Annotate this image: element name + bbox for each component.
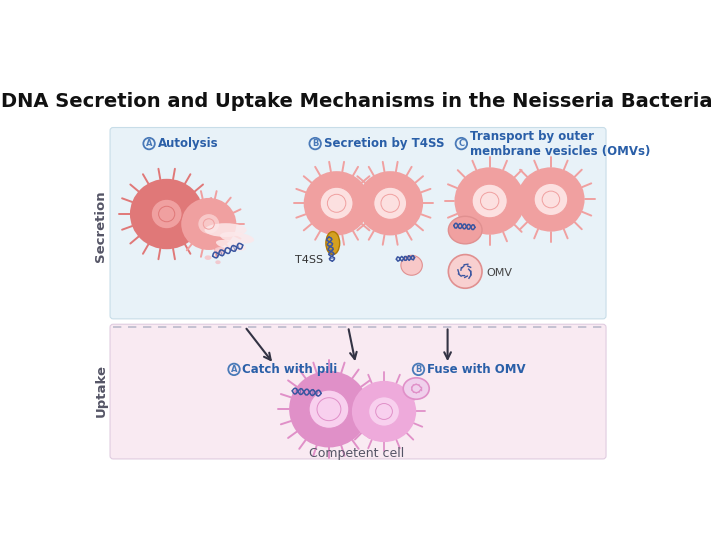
Ellipse shape [357, 171, 423, 236]
Text: Uptake: Uptake [94, 364, 108, 417]
Text: Autolysis: Autolysis [158, 137, 218, 150]
Ellipse shape [352, 381, 416, 442]
Ellipse shape [205, 255, 212, 260]
Text: Secretion by T4SS: Secretion by T4SS [324, 137, 444, 150]
Ellipse shape [216, 240, 246, 251]
Text: B: B [415, 365, 421, 374]
Ellipse shape [289, 371, 369, 447]
Ellipse shape [309, 390, 349, 429]
Text: DNA Secretion and Uptake Mechanisms in the Neisseria Bacteria: DNA Secretion and Uptake Mechanisms in t… [1, 92, 712, 111]
Ellipse shape [151, 199, 182, 229]
Text: A: A [231, 365, 237, 374]
Text: Fuse with OMV: Fuse with OMV [427, 363, 525, 376]
Text: OMV: OMV [487, 268, 513, 278]
Ellipse shape [198, 213, 220, 234]
Ellipse shape [448, 216, 482, 244]
FancyBboxPatch shape [110, 128, 606, 319]
Ellipse shape [205, 223, 247, 237]
FancyBboxPatch shape [110, 324, 606, 459]
Ellipse shape [220, 232, 254, 244]
Text: Competent cell: Competent cell [309, 447, 404, 460]
Ellipse shape [181, 198, 236, 250]
Ellipse shape [130, 179, 203, 249]
Ellipse shape [517, 167, 585, 232]
Text: B: B [312, 139, 319, 148]
Text: Secretion: Secretion [94, 190, 108, 262]
Ellipse shape [320, 187, 353, 219]
Circle shape [448, 254, 482, 288]
Text: C: C [458, 139, 464, 148]
Ellipse shape [214, 247, 227, 254]
Text: Transport by outer
membrane vesicles (OMVs): Transport by outer membrane vesicles (OM… [470, 130, 650, 158]
Ellipse shape [374, 187, 406, 219]
Ellipse shape [215, 260, 220, 264]
Ellipse shape [534, 183, 568, 216]
Ellipse shape [454, 167, 525, 234]
Text: A: A [146, 139, 153, 148]
Ellipse shape [403, 378, 429, 399]
Ellipse shape [472, 184, 507, 218]
Ellipse shape [401, 255, 422, 275]
Text: T4SS: T4SS [295, 255, 324, 265]
Ellipse shape [369, 397, 399, 426]
Ellipse shape [326, 232, 339, 254]
Text: Catch with pili: Catch with pili [242, 363, 338, 376]
Ellipse shape [304, 171, 369, 236]
